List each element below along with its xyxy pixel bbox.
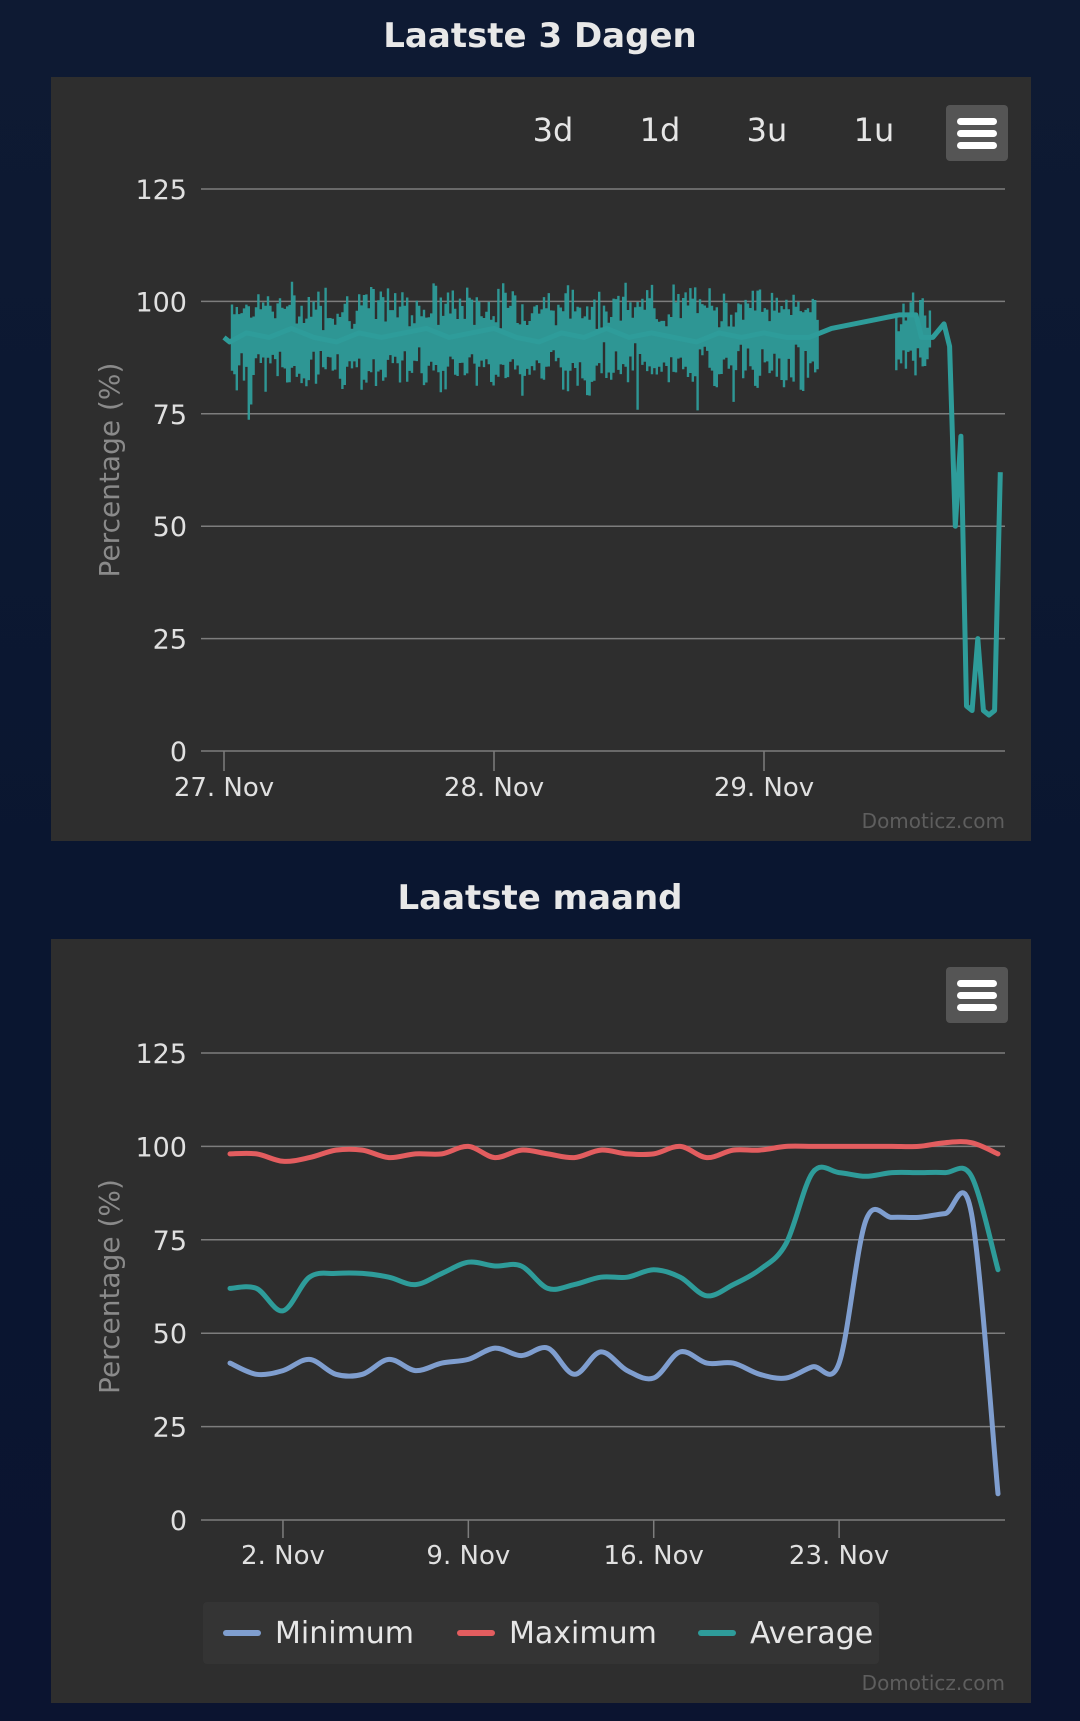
series-line-average (227, 1164, 1001, 1314)
legend-swatch (457, 1630, 495, 1636)
legend-label: Average (750, 1615, 874, 1651)
y-tick-label: 100 (135, 1132, 187, 1163)
y-tick-label: 0 (170, 737, 187, 768)
x-tick-label: 16. Nov (604, 1541, 704, 1571)
credit-link[interactable]: Domoticz.com (861, 809, 1005, 833)
credit-link[interactable]: Domoticz.com (861, 1671, 1005, 1695)
y-tick-label: 75 (153, 400, 187, 431)
y-tick-label: 100 (135, 287, 187, 318)
x-tick-label: 27. Nov (174, 773, 274, 803)
y-tick-label: 75 (153, 1226, 187, 1257)
y-tick-label: 50 (153, 512, 187, 543)
y-tick-label: 125 (135, 1039, 187, 1070)
range-button-1d[interactable]: 1d (639, 111, 681, 149)
x-tick-label: 23. Nov (789, 1541, 889, 1571)
x-tick-label: 9. Nov (426, 1541, 510, 1571)
legend-item-minimum[interactable]: Minimum (223, 1602, 414, 1664)
chart-panel-3-days: 0 25 50 75 100 125 Percentage (%) 27. Nov 28. No… (51, 77, 1031, 841)
chart-title: Laatste maand (397, 878, 683, 918)
legend-item-average[interactable]: Average (698, 1602, 873, 1664)
y-tick-label: 25 (153, 1413, 187, 1444)
chart-legend: Minimum Maximum Average (203, 1602, 879, 1664)
series-line (222, 312, 1003, 718)
range-button-3u[interactable]: 3u (746, 111, 788, 149)
chart-title: Laatste 3 Dagen (383, 16, 697, 56)
chart-3-days-svg: 0 25 50 75 100 125 Percentage (%) 27. Nov 28. No… (93, 175, 1005, 803)
series-line-noise (230, 281, 932, 420)
legend-label: Minimum (275, 1615, 415, 1651)
y-axis-title: Percentage (%) (93, 363, 126, 578)
x-tick-label: 28. Nov (444, 773, 544, 803)
legend-label: Maximum (509, 1615, 657, 1651)
y-axis-title: Percentage (%) (93, 1179, 126, 1394)
y-tick-label: 125 (135, 175, 187, 206)
range-button-1u[interactable]: 1u (853, 111, 895, 149)
series-line-maximum (227, 1139, 1001, 1164)
series-line-minimum (227, 1190, 1001, 1497)
chart-month-svg: 0 25 50 75 100 125 Percentage (%) 2. Nov 9. Nov 1… (93, 1039, 1005, 1571)
y-tick-label: 50 (153, 1319, 187, 1350)
y-tick-label: 25 (153, 625, 187, 656)
range-button-3d[interactable]: 3d (532, 111, 574, 149)
hamburger-menu-icon[interactable] (946, 967, 1008, 1023)
y-tick-label: 0 (170, 1506, 187, 1537)
chart-panel-month: 0 25 50 75 100 125 Percentage (%) 2. Nov 9. Nov 1… (51, 939, 1031, 1703)
legend-swatch (698, 1630, 736, 1636)
legend-swatch (223, 1630, 261, 1636)
hamburger-menu-icon[interactable] (946, 105, 1008, 161)
x-tick-label: 2. Nov (241, 1541, 325, 1571)
legend-item-maximum[interactable]: Maximum (457, 1602, 657, 1664)
x-tick-label: 29. Nov (714, 773, 814, 803)
